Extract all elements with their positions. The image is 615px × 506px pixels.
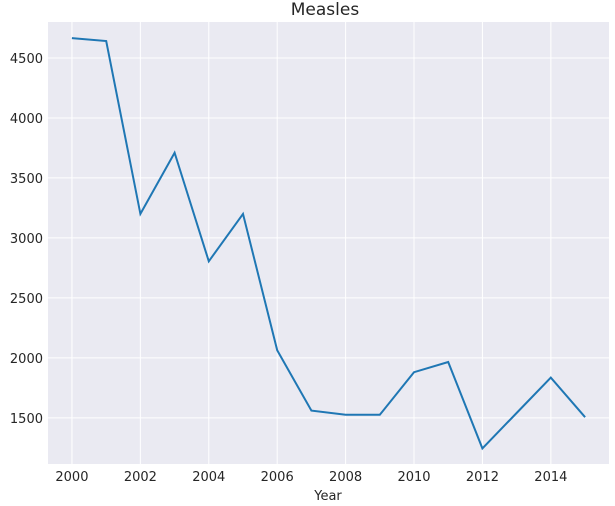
y-tick-label: 2000 bbox=[10, 352, 43, 367]
x-tick-label: 2012 bbox=[466, 470, 499, 485]
x-tick-label: 2014 bbox=[534, 470, 567, 485]
x-tick-labels: 2000 2002 2004 2006 2008 2010 2012 2014 bbox=[55, 470, 567, 485]
y-tick-label: 3000 bbox=[10, 232, 43, 247]
chart-title: Measles bbox=[291, 0, 360, 20]
y-tick-label: 4000 bbox=[10, 112, 43, 127]
x-tick-label: 2004 bbox=[192, 470, 225, 485]
x-tick-label: 2002 bbox=[124, 470, 157, 485]
x-tick-label: 2008 bbox=[329, 470, 362, 485]
x-tick-label: 2010 bbox=[397, 470, 430, 485]
x-tick-label: 2006 bbox=[261, 470, 294, 485]
y-tick-labels: 1500 2000 2500 3000 3500 4000 4500 bbox=[10, 52, 43, 427]
x-tick-label: 2000 bbox=[55, 470, 88, 485]
y-tick-label: 3500 bbox=[10, 172, 43, 187]
y-tick-label: 4500 bbox=[10, 52, 43, 67]
y-tick-label: 1500 bbox=[10, 412, 43, 427]
plot-area bbox=[48, 22, 609, 464]
series-line bbox=[71, 37, 586, 451]
x-axis-label: Year bbox=[313, 489, 342, 504]
y-tick-label: 2500 bbox=[10, 292, 43, 307]
grid bbox=[48, 22, 609, 464]
